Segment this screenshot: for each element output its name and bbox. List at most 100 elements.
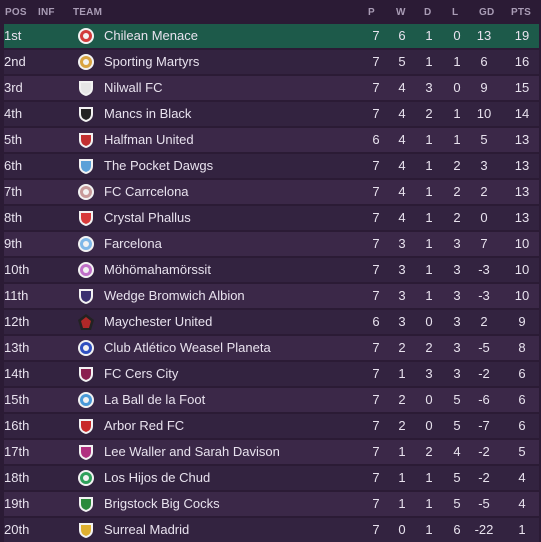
diamond-shield-icon[interactable]: [77, 443, 95, 461]
header-lost[interactable]: L: [452, 7, 459, 18]
team-name[interactable]: Farcelona: [104, 236, 162, 251]
table-row[interactable]: 19th Brigstock Big Cocks 7 1 1 5 -5 4: [4, 492, 539, 516]
drawn-cell: 1: [425, 236, 433, 251]
played-cell: 7: [372, 210, 380, 225]
position-cell: 18th: [4, 470, 30, 485]
split-shield-icon[interactable]: [77, 105, 95, 123]
table-row[interactable]: 20th Surreal Madrid 7 0 1 6 -22 1: [4, 518, 539, 542]
played-cell: 7: [372, 288, 380, 303]
team-name[interactable]: Maychester United: [104, 314, 213, 329]
table-row[interactable]: 6th The Pocket Dawgs 7 4 1 2 3 13: [4, 154, 539, 178]
points-cell: 16: [514, 54, 530, 69]
team-name[interactable]: Surreal Madrid: [104, 522, 190, 537]
table-row[interactable]: 17th Lee Waller and Sarah Davison 7 1 2 4 -2 5: [4, 440, 539, 464]
team-name[interactable]: Wedge Bromwich Albion: [104, 288, 245, 303]
points-cell: 4: [518, 496, 526, 511]
team-name[interactable]: Los Hijos de Chud: [104, 470, 211, 485]
crest-shield-icon[interactable]: [77, 521, 95, 539]
header-pos[interactable]: POS: [5, 7, 27, 18]
won-cell: 1: [398, 470, 406, 485]
team-name[interactable]: Halfman United: [104, 132, 194, 147]
wedge-shield-icon[interactable]: [77, 287, 95, 305]
lost-cell: 3: [453, 288, 461, 303]
header-drawn[interactable]: D: [424, 7, 432, 18]
crest-shield-icon[interactable]: [77, 417, 95, 435]
drawn-cell: 2: [425, 106, 433, 121]
played-cell: 7: [372, 54, 380, 69]
team-name[interactable]: FC Cers City: [104, 366, 179, 381]
table-row[interactable]: 2nd Sporting Martyrs 7 5 1 1 6 16: [4, 50, 539, 74]
team-name[interactable]: Nilwall FC: [104, 80, 163, 95]
drawn-cell: 1: [425, 210, 433, 225]
diagonal-shield-icon[interactable]: [77, 157, 95, 175]
header-goal-difference[interactable]: GD: [479, 7, 495, 18]
table-row[interactable]: 9th Farcelona 7 3 1 3 7 10: [4, 232, 539, 256]
team-name[interactable]: Club Atlético Weasel Planeta: [104, 340, 271, 355]
team-name[interactable]: Möhömahamörssit: [104, 262, 211, 277]
table-row[interactable]: 3rd Nilwall FC 7 4 3 0 9 15: [4, 76, 539, 100]
ring-badge-icon[interactable]: [77, 183, 95, 201]
table-row[interactable]: 8th Crystal Phallus 7 4 1 2 0 13: [4, 206, 539, 230]
drawn-cell: 1: [425, 470, 433, 485]
team-name[interactable]: Arbor Red FC: [104, 418, 185, 433]
table-row[interactable]: 16th Arbor Red FC 7 2 0 5 -7 6: [4, 414, 539, 438]
goal-difference-cell: -7: [478, 418, 490, 433]
played-cell: 7: [372, 262, 380, 277]
table-row[interactable]: 5th Halfman United 6 4 1 1 5 13: [4, 128, 539, 152]
lost-cell: 0: [453, 80, 461, 95]
drawn-cell: 3: [425, 366, 433, 381]
header-inf[interactable]: INF: [38, 7, 55, 18]
goal-difference-cell: -2: [478, 444, 490, 459]
position-cell: 12th: [4, 314, 30, 329]
pentagon-badge-icon[interactable]: [77, 313, 95, 331]
striped-shield-icon[interactable]: [77, 79, 95, 97]
table-row[interactable]: 14th FC Cers City 7 1 3 3 -2 6: [4, 362, 539, 386]
header-won[interactable]: W: [396, 7, 406, 18]
team-name[interactable]: Lee Waller and Sarah Davison: [104, 444, 280, 459]
team-name[interactable]: The Pocket Dawgs: [104, 158, 214, 173]
sun-badge-icon[interactable]: [77, 53, 95, 71]
team-name[interactable]: Chilean Menace: [104, 28, 198, 43]
team-name[interactable]: Crystal Phallus: [104, 210, 191, 225]
played-cell: 7: [372, 340, 380, 355]
table-row[interactable]: 1st Chilean Menace 7 6 1 0 13 19: [4, 24, 539, 48]
target-badge-icon[interactable]: [77, 27, 95, 45]
table-row[interactable]: 13th Club Atlético Weasel Planeta 7 2 2 3 -5 8: [4, 336, 539, 360]
won-cell: 4: [398, 158, 406, 173]
team-name[interactable]: Sporting Martyrs: [104, 54, 200, 69]
table-row[interactable]: 18th Los Hijos de Chud 7 1 1 5 -2 4: [4, 466, 539, 490]
points-cell: 13: [514, 184, 530, 199]
diagonal-shield-icon[interactable]: [77, 131, 95, 149]
square-shield-icon[interactable]: [77, 495, 95, 513]
table-row[interactable]: 12th Maychester United 6 3 0 3 2 9: [4, 310, 539, 334]
crest-shield-icon[interactable]: [77, 209, 95, 227]
table-row[interactable]: 7th FC Carrcelona 7 4 1 2 2 13: [4, 180, 539, 204]
round-badge-icon[interactable]: [77, 469, 95, 487]
points-cell: 9: [518, 314, 526, 329]
ship-badge-icon[interactable]: [77, 391, 95, 409]
position-cell: 11th: [4, 288, 29, 303]
square-shield-icon[interactable]: [77, 365, 95, 383]
ring-badge-icon[interactable]: [77, 261, 95, 279]
header-team[interactable]: TEAM: [73, 7, 103, 18]
team-name[interactable]: FC Carrcelona: [104, 184, 189, 199]
round-badge-icon[interactable]: [77, 235, 95, 253]
goal-difference-cell: 9: [480, 80, 488, 95]
round-badge-icon[interactable]: [77, 339, 95, 357]
team-name[interactable]: Mancs in Black: [104, 106, 192, 121]
points-cell: 10: [514, 236, 530, 251]
position-cell: 7th: [4, 184, 23, 199]
table-row[interactable]: 4th Mancs in Black 7 4 2 1 10 14: [4, 102, 539, 126]
points-cell: 4: [518, 470, 526, 485]
goal-difference-cell: 7: [480, 236, 488, 251]
team-name[interactable]: Brigstock Big Cocks: [104, 496, 220, 511]
header-played[interactable]: P: [368, 7, 375, 18]
table-row[interactable]: 15th La Ball de la Foot 7 2 0 5 -6 6: [4, 388, 539, 412]
header-points[interactable]: PTS: [511, 7, 532, 18]
table-row[interactable]: 11th Wedge Bromwich Albion 7 3 1 3 -3 10: [4, 284, 539, 308]
points-cell: 6: [518, 392, 526, 407]
played-cell: 7: [372, 444, 380, 459]
goal-difference-cell: 3: [480, 158, 488, 173]
table-row[interactable]: 10th Möhömahamörssit 7 3 1 3 -3 10: [4, 258, 539, 282]
team-name[interactable]: La Ball de la Foot: [104, 392, 206, 407]
